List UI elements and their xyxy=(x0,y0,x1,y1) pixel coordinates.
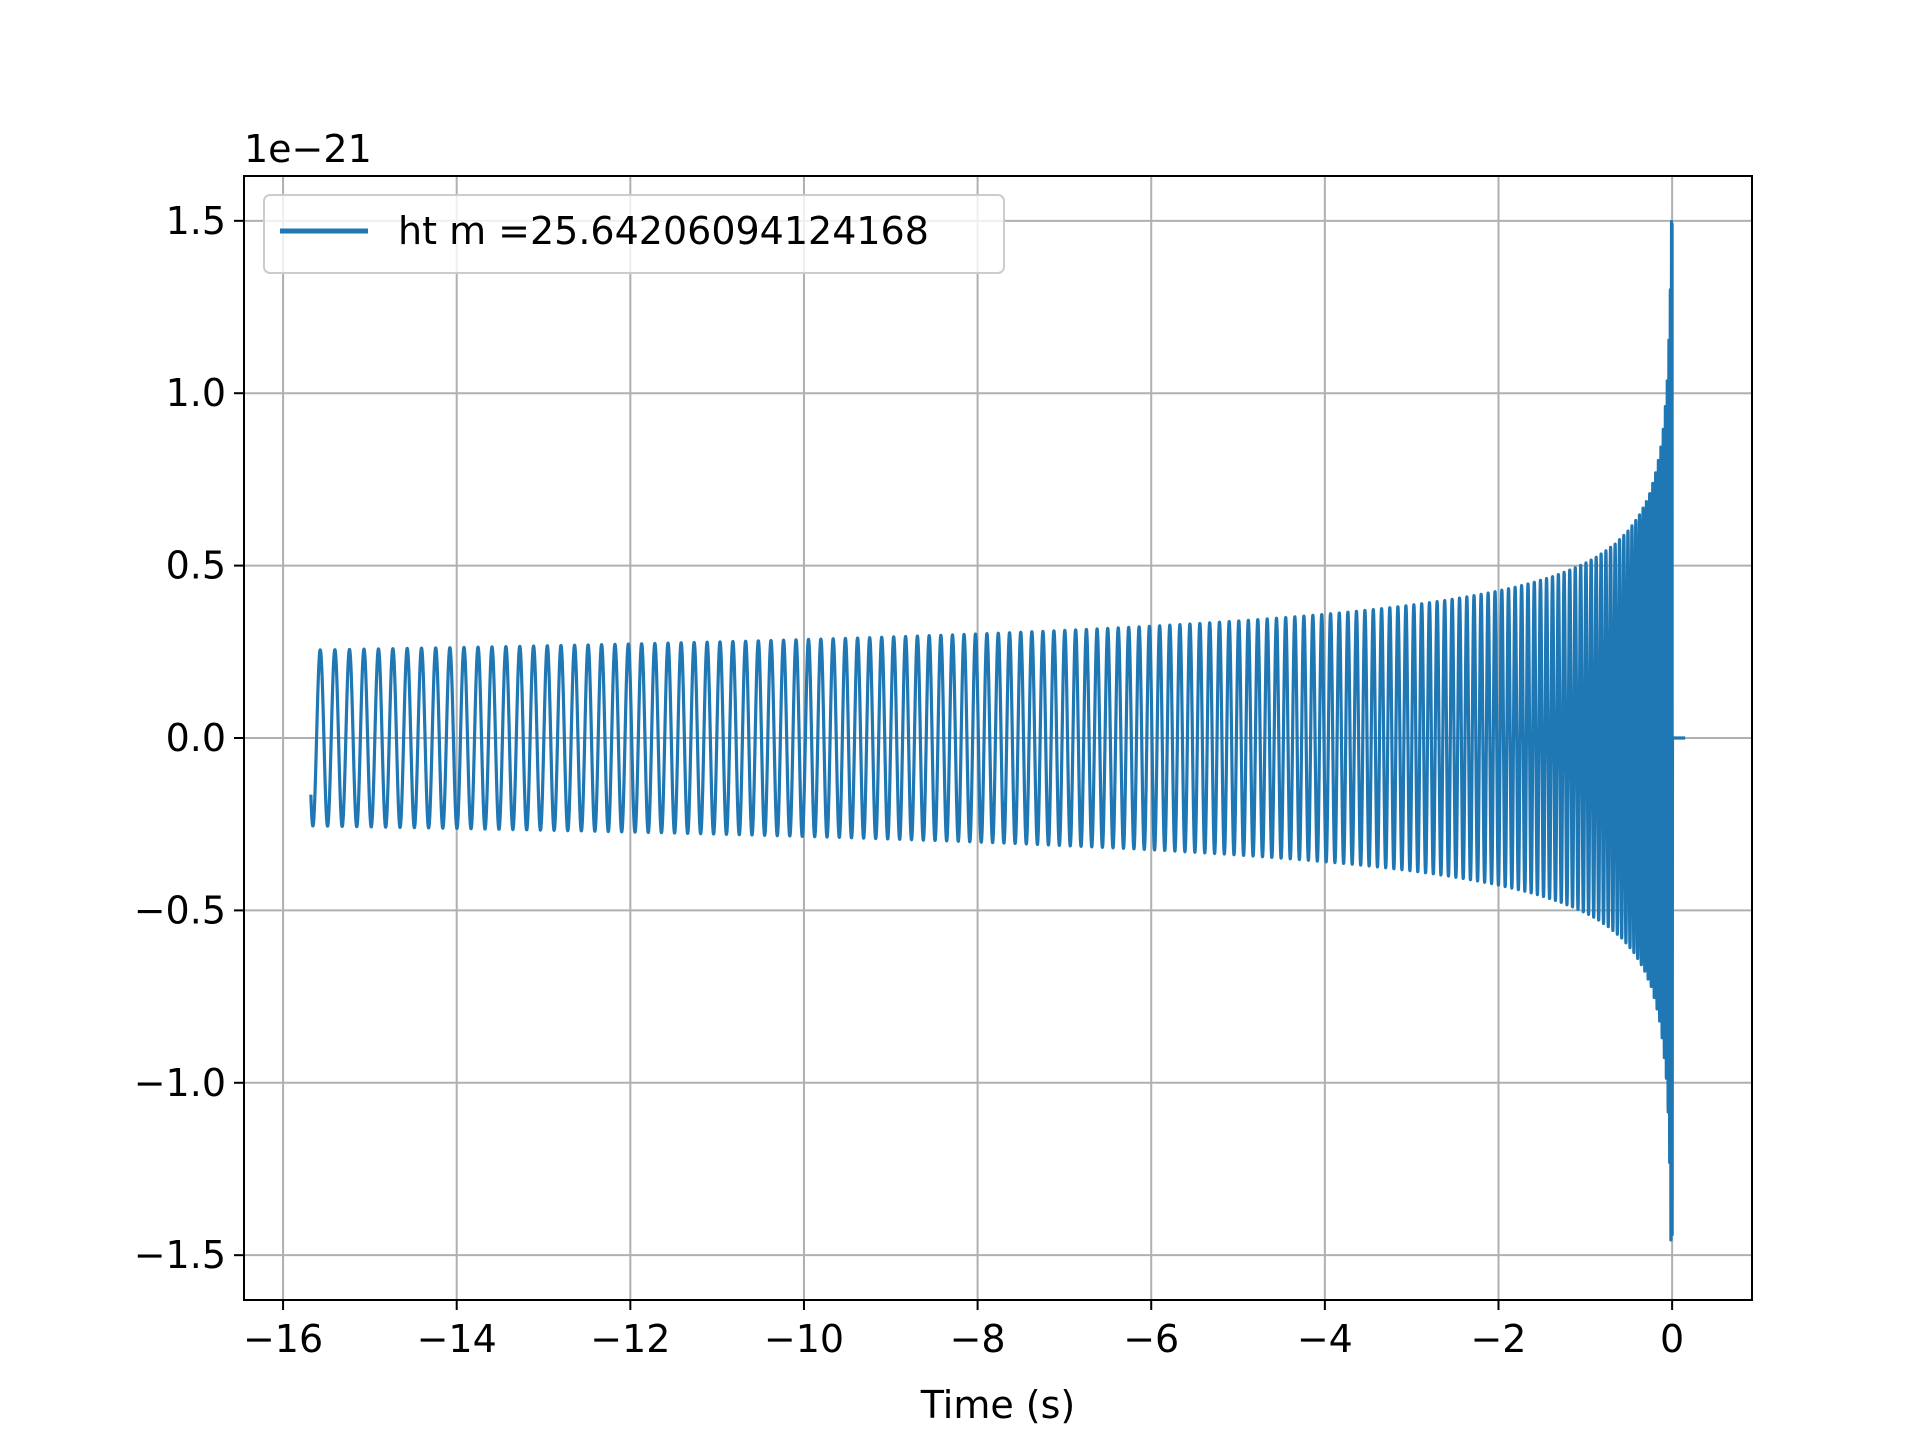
y-tick-label: 0.0 xyxy=(166,716,226,760)
x-axis: −16 −14 −12 −10 −8 −6 −4 −2 0 xyxy=(243,1300,1684,1361)
series-line xyxy=(309,220,1686,1242)
x-tick-label: −4 xyxy=(1297,1317,1353,1361)
x-tick-label: −8 xyxy=(950,1317,1006,1361)
x-tick-label: −10 xyxy=(764,1317,844,1361)
x-tick-label: −6 xyxy=(1123,1317,1179,1361)
y-offset-label: 1e−21 xyxy=(244,127,372,171)
x-tick-label: −12 xyxy=(590,1317,670,1361)
y-tick-label: −0.5 xyxy=(134,888,226,932)
x-tick-label: −2 xyxy=(1470,1317,1526,1361)
legend: ht m =25.64206094124168 xyxy=(263,194,1005,274)
legend-label: ht m =25.64206094124168 xyxy=(398,209,929,253)
y-tick-label: 0.5 xyxy=(166,544,226,588)
y-tick-label: −1.5 xyxy=(134,1233,226,1277)
y-tick-label: −1.0 xyxy=(134,1061,226,1105)
legend-box xyxy=(263,194,1005,274)
x-axis-label: Time (s) xyxy=(920,1383,1076,1427)
x-tick-label: 0 xyxy=(1660,1317,1684,1361)
x-tick-label: −16 xyxy=(243,1317,323,1361)
x-tick-label: −14 xyxy=(417,1317,497,1361)
y-tick-label: 1.5 xyxy=(166,199,226,243)
y-axis: −1.5 −1.0 −0.5 0.0 0.5 1.0 1.5 xyxy=(134,199,244,1277)
waveform xyxy=(309,220,1686,1242)
y-tick-label: 1.0 xyxy=(166,371,226,415)
